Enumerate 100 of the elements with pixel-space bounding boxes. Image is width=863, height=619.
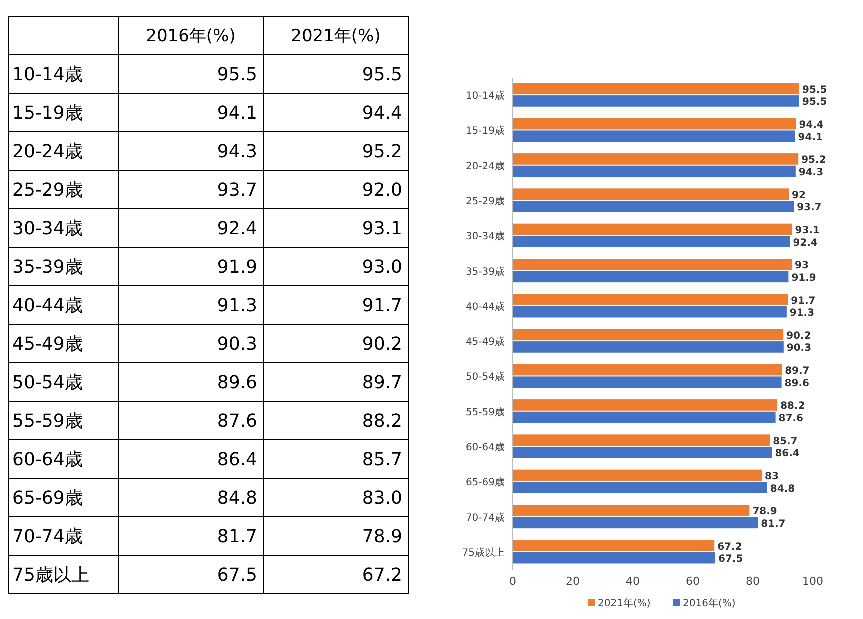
data-label: 89.7 [362,372,402,394]
bar [513,447,772,458]
data-label: 91.3 [790,308,815,320]
data-label: 94.4 [799,120,824,132]
data-label: 92 [792,190,806,202]
bar [513,130,796,142]
data-label: 88.2 [780,401,806,412]
data-label: 78.9 [752,506,778,518]
bar [513,364,782,376]
data-label: 86.4 [775,448,800,460]
bar [513,482,768,494]
data-label: 87.6 [778,414,804,425]
data-label: 90.2 [786,330,812,342]
x-tick-label: 40 [626,575,640,588]
data-label: 93.7 [217,180,258,202]
bar [513,224,792,236]
bar [513,166,796,178]
bar [513,118,796,130]
data-label: 94.1 [217,103,258,124]
x-tick-label: 0 [510,575,516,588]
bar [513,96,800,107]
y-tick-label: 60-64歳 [466,442,505,454]
y-tick-label: 25-29歳 [466,196,505,208]
bar [513,434,770,446]
data-label: 95.2 [362,142,402,163]
data-label: 92.4 [217,218,258,240]
data-label: 90.3 [786,343,812,354]
category-label: 55-59歳 [12,411,83,432]
bar [513,154,799,165]
category-label: 60-64歳 [12,450,83,471]
bar [513,540,715,552]
bar [513,83,800,95]
data-label: 94.3 [217,142,258,163]
y-tick-label: 70-74歳 [466,512,505,524]
data-label: 91.9 [792,272,816,284]
data-label: 81.7 [761,518,786,530]
data-label: 91.7 [362,296,402,317]
category-label: 40-44歳 [12,296,83,317]
y-tick-label: 15-19歳 [466,125,505,138]
data-label: 85.7 [773,436,798,448]
data-label: 87.6 [217,411,258,432]
bar [513,306,787,318]
data-label: 81.7 [217,526,258,548]
bar [513,376,782,388]
y-tick-label: 35-39歳 [466,266,505,278]
data-label: 84.8 [770,484,796,495]
data-label: 84.8 [217,488,258,510]
data-label: 94.3 [798,168,824,179]
data-label: 83.0 [362,488,402,510]
y-tick-label: 50-54歳 [466,371,505,384]
legend-label: 2021年(%) [598,598,651,610]
y-tick-label: 65-69歳 [466,476,505,489]
data-label: 91.3 [217,296,258,317]
category-label: 10-14歳 [12,64,83,86]
bar [513,552,716,564]
legend-label: 2016年(%) [683,598,736,610]
data-label: 67.2 [718,542,742,553]
bar [513,412,776,424]
data-label: 95.5 [362,64,402,86]
data-label: 89.6 [784,378,810,390]
data-label: 95.5 [217,64,258,86]
data-label: 92.4 [793,238,818,249]
data-label: 86.4 [217,450,258,471]
category-label: 70-74歳 [12,526,83,548]
data-label: 93.1 [362,218,402,240]
y-tick-label: 40-44歳 [466,300,505,313]
y-tick-label: 30-34歳 [466,230,505,243]
category-label: 35-39歳 [12,257,83,278]
bar [513,236,790,248]
data-label: 88.2 [362,411,402,432]
category-label: 25-29歳 [12,180,83,202]
data-label: 67.5 [718,554,744,566]
text: 2016年(%) [146,26,236,47]
y-tick-label: 20-24歳 [466,160,505,172]
bar [513,342,784,353]
bar [513,294,788,306]
data-label: 67.2 [362,565,402,586]
data-label: 94.4 [362,103,402,124]
data-label: 94.1 [798,132,824,144]
bar [513,188,789,200]
data-label: 95.5 [802,84,828,96]
bar [513,400,778,411]
bar [513,470,762,482]
data-label: 95.2 [802,155,826,166]
data-label: 95.5 [802,97,828,108]
bar [513,329,784,341]
bar [513,517,758,529]
text: 2021年(%) [291,26,381,47]
y-tick-label: 45-49歳 [466,336,505,348]
data-label: 85.7 [362,450,402,471]
data-label: 93.7 [797,202,822,214]
category-label: 20-24歳 [12,142,83,163]
y-tick-label: 75歳以上 [462,546,505,559]
category-label: 30-34歳 [12,218,83,240]
data-label: 89.7 [785,366,810,378]
data-label: 83 [765,471,779,482]
bar [513,258,792,270]
data-label: 67.5 [217,565,258,586]
x-tick-label: 60 [686,575,700,588]
data-label: 93 [795,260,809,272]
